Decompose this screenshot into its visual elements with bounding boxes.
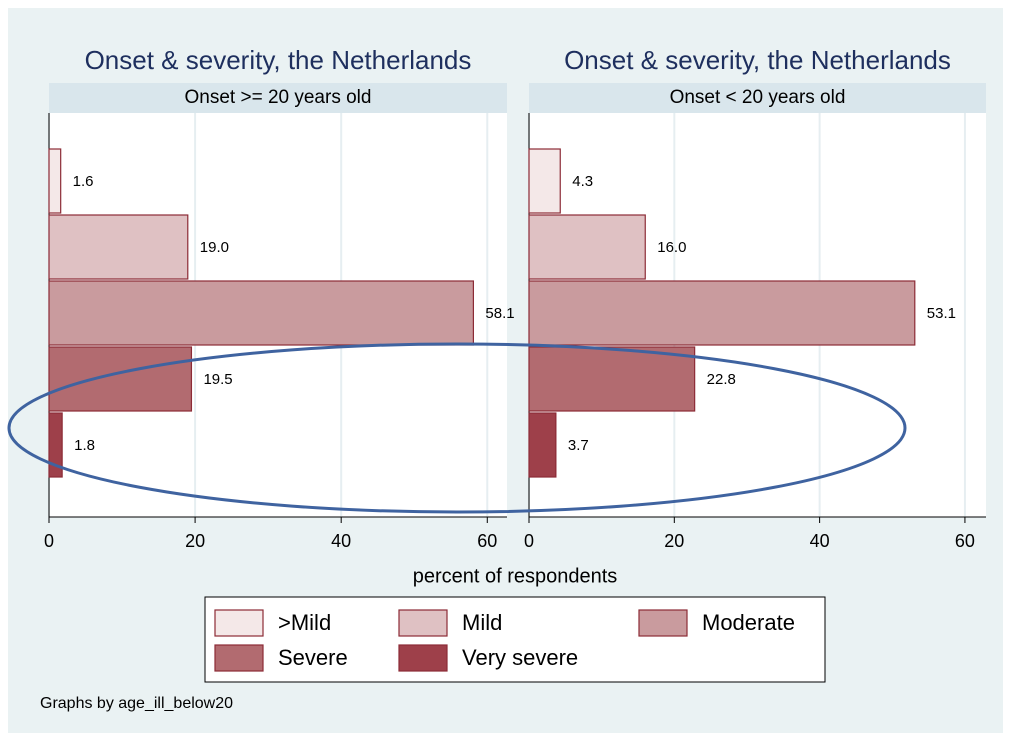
bar [528, 214, 646, 280]
x-tick-label: 20 [664, 531, 684, 551]
data-label: 4.3 [572, 173, 593, 190]
x-tick-label: 40 [331, 531, 351, 551]
legend-label: Severe [278, 645, 348, 670]
bar [48, 280, 474, 346]
legend-key [638, 609, 688, 637]
data-label: 1.8 [74, 437, 95, 454]
data-label: 19.5 [203, 371, 232, 388]
x-tick-label: 0 [524, 531, 534, 551]
bar [48, 346, 193, 412]
legend-key [398, 644, 448, 672]
data-label: 53.1 [927, 305, 956, 322]
bar [528, 148, 561, 214]
bar [48, 412, 63, 478]
note: Graphs by age_ill_below20 [40, 695, 233, 712]
panel-title: Onset & severity, the Netherlands [85, 45, 472, 75]
legend-key [214, 609, 264, 637]
data-label: 3.7 [568, 437, 589, 454]
bar [528, 346, 696, 412]
bar [528, 412, 557, 478]
legend-label: Mild [462, 610, 502, 635]
legend-label: Moderate [702, 610, 795, 635]
x-tick-label: 40 [810, 531, 830, 551]
bar [48, 148, 62, 214]
data-label: 22.8 [707, 371, 736, 388]
x-tick-label: 0 [44, 531, 54, 551]
panel-subtitle: Onset < 20 years old [670, 87, 846, 108]
legend-key [214, 644, 264, 672]
strip [49, 83, 507, 113]
x-axis-label: percent of respondents [413, 565, 618, 587]
data-label: 1.6 [73, 173, 94, 190]
strip [529, 83, 986, 113]
legend-label: Very severe [462, 645, 578, 670]
legend-label: >Mild [278, 610, 331, 635]
x-tick-label: 60 [477, 531, 497, 551]
annotation-ellipse [7, 342, 907, 514]
x-tick-label: 20 [185, 531, 205, 551]
bar [48, 214, 189, 280]
data-label: 16.0 [657, 239, 686, 256]
legend-key [398, 609, 448, 637]
data-label: 19.0 [200, 239, 229, 256]
x-tick-label: 60 [955, 531, 975, 551]
data-label: 58.1 [485, 305, 514, 322]
panel-title: Onset & severity, the Netherlands [564, 45, 951, 75]
legend [204, 596, 826, 683]
panel-subtitle: Onset >= 20 years old [185, 87, 372, 108]
bar [528, 280, 916, 346]
